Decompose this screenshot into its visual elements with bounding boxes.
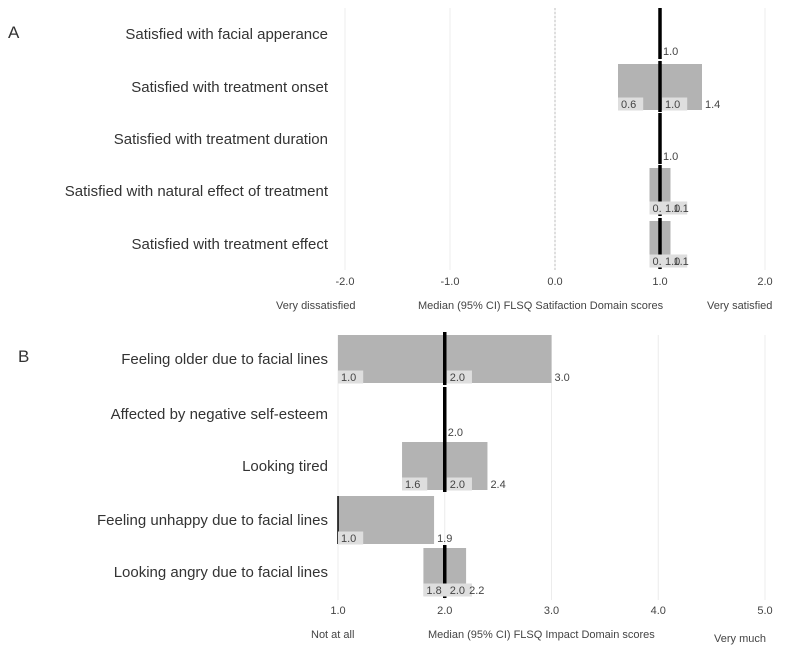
row-label: Satisfied with treatment onset bbox=[131, 79, 329, 96]
upper-ci-label: 1.9 bbox=[437, 533, 452, 545]
median-label-bg bbox=[662, 97, 688, 111]
lower-ci-label-bg bbox=[338, 531, 364, 545]
median-label-bg bbox=[446, 370, 472, 384]
lower-ci-label-bg bbox=[402, 477, 428, 491]
median-label: 1.0 bbox=[665, 203, 680, 215]
lower-ci-label: 1.8 bbox=[426, 585, 441, 597]
panel-a-high-anchor: Very satisfied bbox=[707, 300, 772, 312]
x-tick-label: 5.0 bbox=[757, 605, 772, 617]
row-label: Satisfied with treatment duration bbox=[114, 131, 328, 148]
lower-ci-label: 1.6 bbox=[405, 479, 420, 491]
upper-ci-label: 1.1 bbox=[674, 203, 689, 215]
median-label-bg bbox=[662, 201, 688, 215]
row-label: Satisfied with facial apperance bbox=[125, 26, 328, 43]
x-tick-label: 1.0 bbox=[652, 276, 667, 288]
panel-a-plot: -2.0 -1.0 0.0 1.0 2.0 Satisfied with facial a… bbox=[65, 8, 773, 288]
row-label: Feeling unhappy due to facial lines bbox=[97, 512, 328, 529]
panel-b-plot: 1.0 2.0 3.0 4.0 5.0 Feeling older due to faci… bbox=[97, 332, 773, 617]
lower-ci-label-bg bbox=[618, 97, 644, 111]
x-tick-label: 3.0 bbox=[544, 605, 559, 617]
upper-ci-label: 3.0 bbox=[555, 372, 570, 384]
median-label: 1.0 bbox=[665, 99, 680, 111]
x-tick-label: 1.0 bbox=[330, 605, 345, 617]
median-label-bg bbox=[446, 583, 472, 597]
upper-ci-label: 1.4 bbox=[705, 99, 720, 111]
median-label-bg bbox=[446, 477, 472, 491]
lower-ci-label-bg bbox=[338, 370, 364, 384]
panel-b-x-axis-title: Median (95% CI) FLSQ Impact Domain score… bbox=[428, 629, 655, 641]
row-label: Looking angry due to facial lines bbox=[114, 564, 328, 581]
x-tick-label: -2.0 bbox=[336, 276, 355, 288]
panel-a-low-anchor: Very dissatisfied bbox=[276, 300, 355, 312]
median-label: 2.0 bbox=[450, 372, 465, 384]
median-label: 2.0 bbox=[450, 585, 465, 597]
median-label: 1.0 bbox=[663, 46, 678, 58]
row-label: Satisfied with natural effect of treatme… bbox=[65, 183, 329, 200]
row-label: Affected by negative self-esteem bbox=[111, 406, 328, 423]
median-label: 1.0 bbox=[665, 256, 680, 268]
lower-ci-label-bg bbox=[423, 583, 449, 597]
upper-ci-label: 1.1 bbox=[674, 256, 689, 268]
lower-ci-label: 1.0 bbox=[341, 533, 356, 545]
panel-b-low-anchor: Not at all bbox=[311, 629, 354, 641]
row-label: Looking tired bbox=[242, 458, 328, 475]
row-label: Satisfied with treatment effect bbox=[132, 236, 329, 253]
panel-b-letter: B bbox=[18, 347, 29, 366]
lower-ci-label: 0.6 bbox=[621, 99, 636, 111]
panel-b-high-anchor: Very much bbox=[714, 633, 766, 645]
lower-ci-label: 1.0 bbox=[341, 372, 356, 384]
x-tick-label: 2.0 bbox=[757, 276, 772, 288]
row-label: Feeling older due to facial lines bbox=[121, 351, 328, 368]
upper-ci-label: 2.2 bbox=[469, 585, 484, 597]
median-label-bg bbox=[662, 254, 688, 268]
panel-a-letter: A bbox=[8, 23, 20, 42]
x-tick-label: 2.0 bbox=[437, 605, 452, 617]
x-tick-label: 0.0 bbox=[547, 276, 562, 288]
median-label: 2.0 bbox=[450, 479, 465, 491]
x-tick-label: -1.0 bbox=[441, 276, 460, 288]
upper-ci-label: 2.4 bbox=[490, 479, 505, 491]
median-label: 1.0 bbox=[663, 151, 678, 163]
x-tick-label: 4.0 bbox=[651, 605, 666, 617]
median-label: 2.0 bbox=[448, 427, 463, 439]
panel-a-x-axis-title: Median (95% CI) FLSQ Satifaction Domain … bbox=[418, 300, 664, 312]
